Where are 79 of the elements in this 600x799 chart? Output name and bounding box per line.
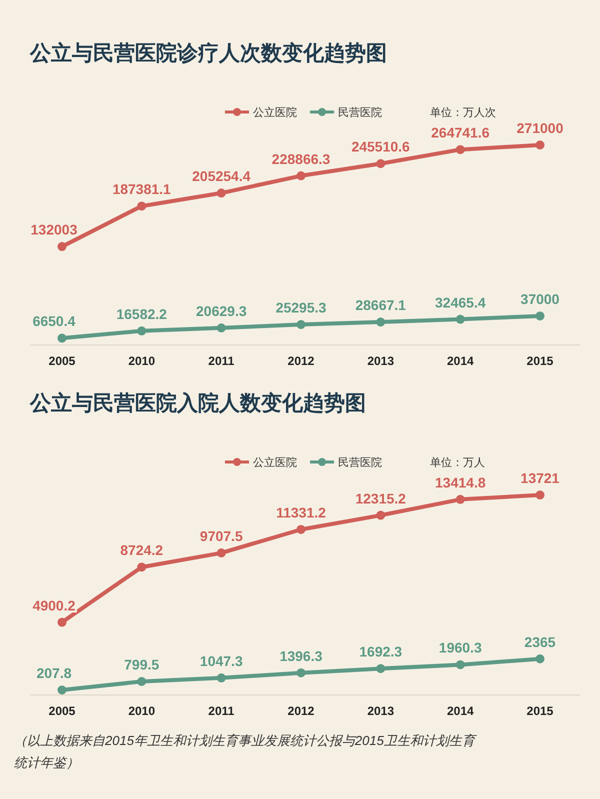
data-label: 9707.5 xyxy=(200,528,243,544)
point xyxy=(536,140,544,150)
x-tick-label: 2005 xyxy=(48,354,76,368)
x-tick-label: 2013 xyxy=(367,354,394,368)
data-label: 20629.3 xyxy=(196,302,247,319)
point xyxy=(58,686,66,694)
data-label: 205254.4 xyxy=(192,168,251,184)
point xyxy=(137,326,146,336)
point xyxy=(216,673,226,682)
x-tick-label: 2012 xyxy=(288,354,315,368)
x-tick-label: 2015 xyxy=(526,354,554,368)
data-label: 228866.3 xyxy=(272,150,330,167)
point xyxy=(216,188,226,198)
data-label: 1396.3 xyxy=(280,648,323,664)
data-label: 37000 xyxy=(520,290,560,307)
data-label: 25295.3 xyxy=(276,300,327,316)
point xyxy=(216,323,226,332)
legend-label: 民营医院 xyxy=(338,456,382,469)
data-label: 207.8 xyxy=(36,665,72,681)
data-label: 16582.2 xyxy=(116,306,168,322)
point xyxy=(296,668,306,678)
point xyxy=(536,490,544,500)
data-label: 245510.6 xyxy=(351,138,410,155)
data-label: 2365 xyxy=(524,634,556,650)
data-label: 11331.2 xyxy=(276,504,326,520)
x-tick-label: 2012 xyxy=(288,704,315,718)
point xyxy=(296,320,306,330)
x-tick-label: 2010 xyxy=(128,704,156,718)
data-label: 271000 xyxy=(516,120,564,136)
x-tick-label: 2005 xyxy=(48,704,76,718)
point xyxy=(456,494,465,504)
text: （以上数据来自2015年卫生和计划生育事业发展统计公报与2015卫生和计划生育统计年鉴） xyxy=(14,732,478,772)
data-label: 28667.1 xyxy=(355,297,406,314)
point xyxy=(58,618,66,627)
point xyxy=(376,159,386,168)
x-tick-label: 2011 xyxy=(208,354,235,368)
point xyxy=(456,314,465,324)
legend-label: 民营医院 xyxy=(338,106,382,119)
point xyxy=(58,242,66,252)
data-label: 187381.1 xyxy=(112,181,172,198)
x-tick-label: 2014 xyxy=(446,704,474,718)
point xyxy=(376,664,386,674)
x-tick-label: 2010 xyxy=(128,354,156,368)
data-label: 13414.8 xyxy=(435,474,486,490)
x-tick-label: 2013 xyxy=(367,704,394,718)
data-label: 32465.4 xyxy=(435,294,486,310)
data-label: 6650.4 xyxy=(32,313,76,330)
data-label: 8724.2 xyxy=(120,542,164,558)
data-label: 13721 xyxy=(520,470,560,486)
point xyxy=(456,145,465,154)
point xyxy=(536,654,544,664)
point xyxy=(536,311,544,320)
chart-title: 公立与民营医院入院人数变化趋势图 xyxy=(29,391,366,415)
point xyxy=(216,548,226,558)
legend-label: 公立医院 xyxy=(253,106,297,119)
legend-label: 公立医院 xyxy=(253,456,297,469)
data-label: 132003 xyxy=(30,222,78,238)
data-label: 264741.6 xyxy=(431,124,490,141)
x-tick-label: 2015 xyxy=(526,704,554,718)
point xyxy=(296,171,306,180)
data-label: 1960.3 xyxy=(438,640,482,656)
x-tick-label: 2014 xyxy=(446,354,474,368)
data-label: 1047.3 xyxy=(200,652,243,669)
point xyxy=(376,318,386,327)
text: 单位：万人次 xyxy=(430,106,496,119)
point xyxy=(137,676,146,686)
data-label: 12315.2 xyxy=(355,490,406,506)
data-label: 4900.2 xyxy=(32,597,76,614)
data-label: 1692.3 xyxy=(359,644,402,660)
data-label: 799.5 xyxy=(124,656,160,672)
point xyxy=(137,202,146,211)
point xyxy=(376,510,386,520)
x-tick-label: 2011 xyxy=(208,704,235,718)
point xyxy=(456,660,465,670)
text: 单位：万人 xyxy=(430,456,485,469)
point xyxy=(58,334,66,343)
point xyxy=(137,562,146,572)
chart-title: 公立与民营医院诊疗人次数变化趋势图 xyxy=(29,41,387,65)
point xyxy=(296,524,306,534)
